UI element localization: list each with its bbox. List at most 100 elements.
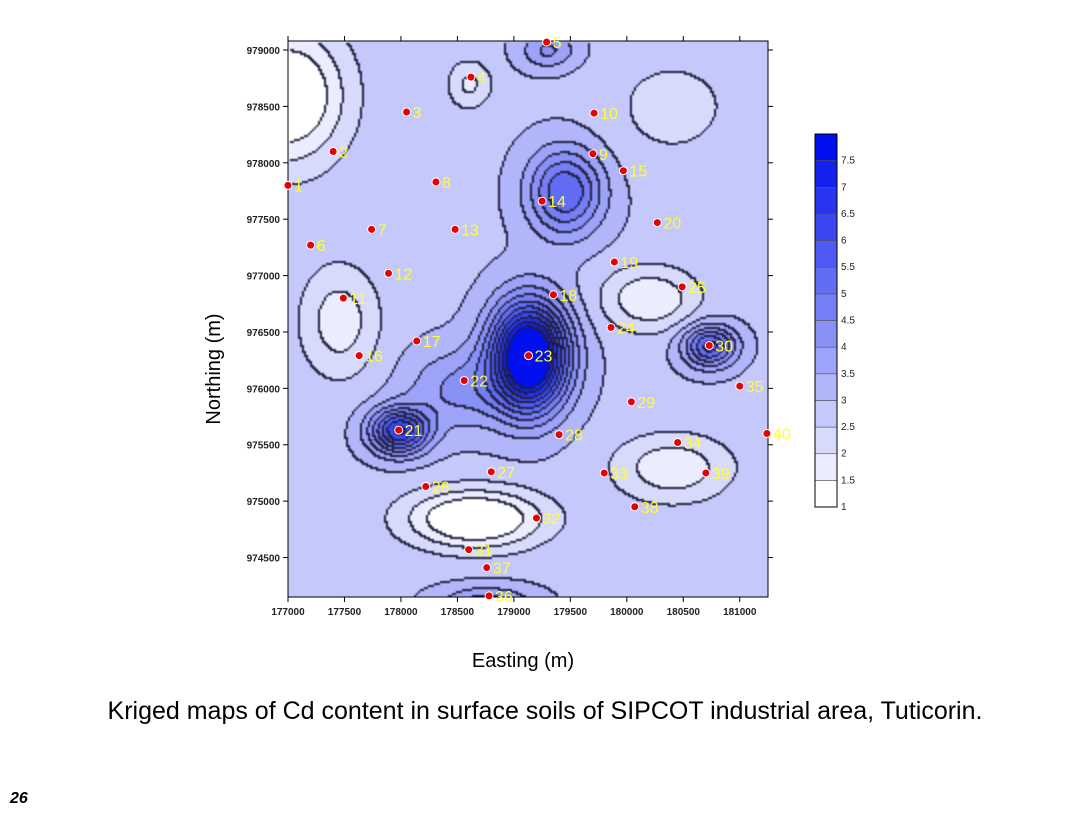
sample-site-label: 7 xyxy=(378,222,387,239)
sample-site-marker xyxy=(384,268,394,278)
sample-site-label: 21 xyxy=(405,423,423,440)
sample-site-marker xyxy=(589,108,599,118)
colorbar-tick-label: 6.5 xyxy=(841,209,855,220)
y-tick-label: 977000 xyxy=(247,272,281,283)
x-axis-ticks: 177000 177500 178000 178500 179000 179500 1800… xyxy=(271,36,757,618)
colorbar-tick-label: 2 xyxy=(841,449,847,460)
sample-site-marker xyxy=(459,375,469,385)
colorbar-frame xyxy=(814,133,838,508)
colorbar-swatch xyxy=(814,400,838,428)
sample-site-label: 27 xyxy=(497,465,515,482)
y-tick-label: 979000 xyxy=(247,46,281,57)
sample-site-marker xyxy=(652,218,662,228)
colorbar-tick-label: 7 xyxy=(841,182,847,193)
sample-site-label: 8 xyxy=(442,175,451,192)
y-axis-ticks: 974500 975000 975500 976000 976500 977000 9775… xyxy=(247,46,773,565)
colorbar-swatch xyxy=(814,373,838,401)
sample-site-marker xyxy=(531,513,541,523)
sample-site-label: 20 xyxy=(663,216,681,233)
colorbar-tick-label: 1 xyxy=(841,502,847,513)
sample-site-marker xyxy=(464,545,474,555)
colorbar-tick-label: 3.5 xyxy=(841,369,855,380)
y-tick-label: 976000 xyxy=(247,384,281,395)
sample-site-marker xyxy=(394,425,404,435)
colorbar-tick-label: 3 xyxy=(841,395,847,406)
colorbar-tick-label: 7.5 xyxy=(841,156,855,167)
sample-site-label: 6 xyxy=(317,238,326,255)
colorbar-swatch xyxy=(814,480,838,508)
sample-site-label: 14 xyxy=(548,194,566,211)
sample-site-marker xyxy=(701,468,711,478)
sample-site-label: 30 xyxy=(715,339,733,356)
sample-site-marker xyxy=(762,428,772,438)
y-axis-title: Northing (m) xyxy=(203,313,225,424)
sample-site-label: 24 xyxy=(617,320,635,337)
sample-site-label: 33 xyxy=(610,466,628,483)
x-axis-title: Easting (m) xyxy=(472,650,574,672)
y-tick-label: 974500 xyxy=(247,554,281,565)
x-tick-label: 180500 xyxy=(667,607,701,618)
colorbar-swatch xyxy=(814,186,838,215)
sample-site-label: 13 xyxy=(461,222,479,239)
x-tick-label: 181000 xyxy=(723,607,757,618)
sample-site-marker xyxy=(524,351,534,361)
sample-sites: 1234567891011121314151617181920212223242… xyxy=(283,35,791,606)
sample-site-marker xyxy=(554,430,564,440)
sample-site-label: 32 xyxy=(542,511,560,528)
sample-site-marker xyxy=(537,196,547,206)
figure-caption: Kriged maps of Cd content in surface soi… xyxy=(107,697,983,725)
colorbar-tick-label: 2.5 xyxy=(841,422,855,433)
y-tick-label: 978000 xyxy=(247,159,281,170)
colorbar-swatch xyxy=(814,320,838,348)
sample-site-marker xyxy=(704,341,714,351)
colorbar-swatch xyxy=(814,293,838,321)
colorbar-tick-label: 6 xyxy=(841,236,847,247)
sample-site-label: 19 xyxy=(620,255,638,272)
x-tick-label: 177000 xyxy=(271,607,305,618)
page-number: 26 xyxy=(10,790,28,807)
sample-site-label: 22 xyxy=(470,373,488,390)
sample-site-marker xyxy=(421,481,431,491)
sample-site-label: 34 xyxy=(684,435,702,452)
sample-site-marker xyxy=(677,282,687,292)
sample-site-marker xyxy=(283,180,293,190)
sample-site-marker xyxy=(486,467,496,477)
sample-site-label: 18 xyxy=(559,288,577,305)
sample-site-marker xyxy=(609,257,619,267)
sample-site-label: 38 xyxy=(641,500,659,517)
kriged-surface xyxy=(288,41,768,597)
y-tick-label: 976500 xyxy=(247,328,281,339)
colorbar-swatch xyxy=(814,426,838,455)
sample-site-label: 1 xyxy=(294,178,303,195)
sample-site-label: 29 xyxy=(637,395,655,412)
x-tick-label: 180000 xyxy=(610,607,644,618)
sample-site-label: 25 xyxy=(688,280,706,297)
sample-site-label: 35 xyxy=(746,379,764,396)
x-tick-label: 177500 xyxy=(328,607,362,618)
plot-frame xyxy=(287,40,769,598)
sample-site-label: 11 xyxy=(349,291,366,308)
colorbar-swatch xyxy=(814,453,838,481)
sample-site-label: 23 xyxy=(535,349,553,366)
sample-site-label: 37 xyxy=(493,561,511,578)
colorbar-tick-label: 1.5 xyxy=(841,475,855,486)
x-tick-label: 179500 xyxy=(554,607,588,618)
colorbar-swatch xyxy=(814,346,838,375)
y-tick-label: 978500 xyxy=(247,102,281,113)
sample-site-label: 28 xyxy=(565,428,583,445)
sample-site-marker xyxy=(412,336,422,346)
sample-site-marker xyxy=(542,37,552,47)
sample-site-marker xyxy=(626,397,636,407)
sample-site-marker xyxy=(606,322,616,332)
sample-site-marker xyxy=(306,240,316,250)
x-tick-label: 178000 xyxy=(384,607,418,618)
sample-site-label: 12 xyxy=(395,266,413,283)
colorbar-swatch xyxy=(814,133,838,161)
y-tick-label: 975500 xyxy=(247,441,281,452)
sample-site-label: 2 xyxy=(339,145,348,162)
colorbar-tick-label: 4.5 xyxy=(841,316,855,327)
sample-site-marker xyxy=(338,293,348,303)
sample-site-label: 4 xyxy=(477,70,486,87)
x-tick-label: 178500 xyxy=(441,607,475,618)
